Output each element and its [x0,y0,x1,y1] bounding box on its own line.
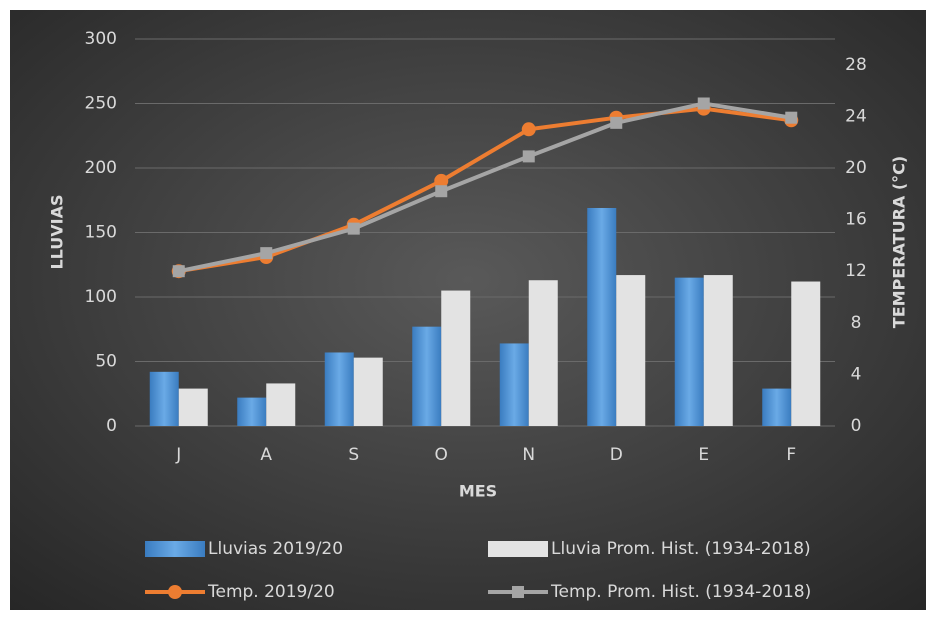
y-tick-label: 200 [85,158,117,178]
y-tick-label: 250 [85,94,117,114]
legend-label: Temp. Prom. Hist. (1934-2018) [550,582,811,602]
legend-marker [512,586,524,598]
line [178,106,792,274]
bar [149,371,179,426]
y-axis-label: LLUVIAS [48,194,67,269]
y-tick-label: 100 [85,287,117,307]
legend-swatch [145,541,205,557]
y2-tick-label: 12 [845,261,867,281]
bar [528,280,558,426]
line [178,101,792,274]
bar [674,277,704,426]
bar [791,281,821,426]
y2-tick-label: 8 [851,313,862,333]
line-marker [610,116,623,129]
y-tick-label: 300 [85,29,117,49]
bar [324,352,354,426]
y-tick-label: 0 [106,416,117,436]
y2-tick-label: 20 [845,158,867,178]
legend-marker [168,585,182,599]
bar [441,290,471,426]
line-marker [347,222,360,235]
y-tick-label: 150 [85,223,117,243]
bar [703,275,733,426]
line-marker [434,173,449,188]
bar [616,275,646,426]
x-tick-label: J [175,445,181,465]
y2-tick-label: 0 [851,416,862,436]
y2-tick-label: 4 [851,364,862,384]
legend-label: Lluvias 2019/20 [208,539,343,559]
bar [237,397,267,426]
x-tick-label: N [522,445,535,465]
y2-tick-label: 16 [845,210,867,230]
bar [178,388,208,426]
y2-tick-label: 24 [845,106,867,126]
legend-swatch [488,541,548,557]
legend-label: Lluvia Prom. Hist. (1934-2018) [551,539,811,559]
bar [266,383,296,426]
bar [353,357,383,426]
x-tick-label: D [610,445,623,465]
line-marker [697,97,710,110]
y2-axis-label: TEMPERATURA (°C) [890,156,909,328]
bar [499,343,529,426]
line-marker [521,122,536,137]
line-marker [172,265,185,278]
y-tick-label: 50 [95,352,117,372]
bar [587,207,617,426]
y2-tick-label: 28 [845,55,867,75]
x-tick-label: E [698,445,709,465]
line-marker [785,111,798,124]
x-tick-label: F [786,445,796,465]
legend-label: Temp. 2019/20 [207,582,335,602]
x-tick-label: O [435,445,448,465]
x-axis-label: MES [459,482,497,501]
bar [762,388,792,426]
line-marker [522,150,535,163]
bar [412,326,442,426]
x-tick-label: S [348,445,359,465]
line-marker [435,185,448,198]
x-tick-label: A [260,445,272,465]
line-marker [260,247,273,260]
